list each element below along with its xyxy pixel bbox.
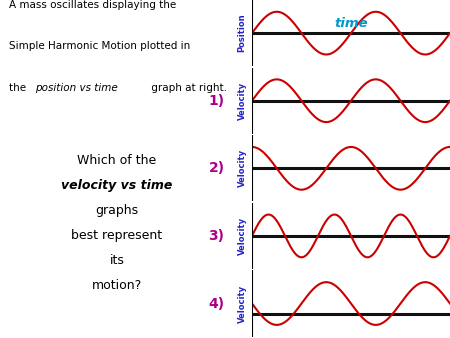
- Text: Simple Harmonic Motion plotted in: Simple Harmonic Motion plotted in: [9, 41, 190, 51]
- Text: Velocity: Velocity: [238, 217, 247, 255]
- Text: 3): 3): [208, 229, 225, 243]
- Text: 4): 4): [208, 296, 225, 311]
- Text: A mass oscillates displaying the: A mass oscillates displaying the: [9, 0, 176, 10]
- Text: motion?: motion?: [92, 279, 142, 292]
- Text: velocity vs time: velocity vs time: [61, 179, 173, 192]
- Text: Velocity: Velocity: [238, 285, 247, 322]
- Text: position vs time: position vs time: [35, 83, 117, 93]
- Text: Which of the: Which of the: [77, 153, 157, 167]
- Text: its: its: [109, 254, 125, 267]
- Text: graphs: graphs: [95, 204, 139, 217]
- Text: Velocity: Velocity: [238, 149, 247, 187]
- Text: time: time: [334, 17, 368, 30]
- Text: the: the: [9, 83, 29, 93]
- Text: Position: Position: [238, 14, 247, 52]
- Text: Velocity: Velocity: [238, 82, 247, 120]
- Text: graph at right.: graph at right.: [148, 83, 228, 93]
- Text: best represent: best represent: [72, 229, 162, 242]
- Text: 2): 2): [208, 161, 225, 175]
- Text: 1): 1): [208, 94, 225, 108]
